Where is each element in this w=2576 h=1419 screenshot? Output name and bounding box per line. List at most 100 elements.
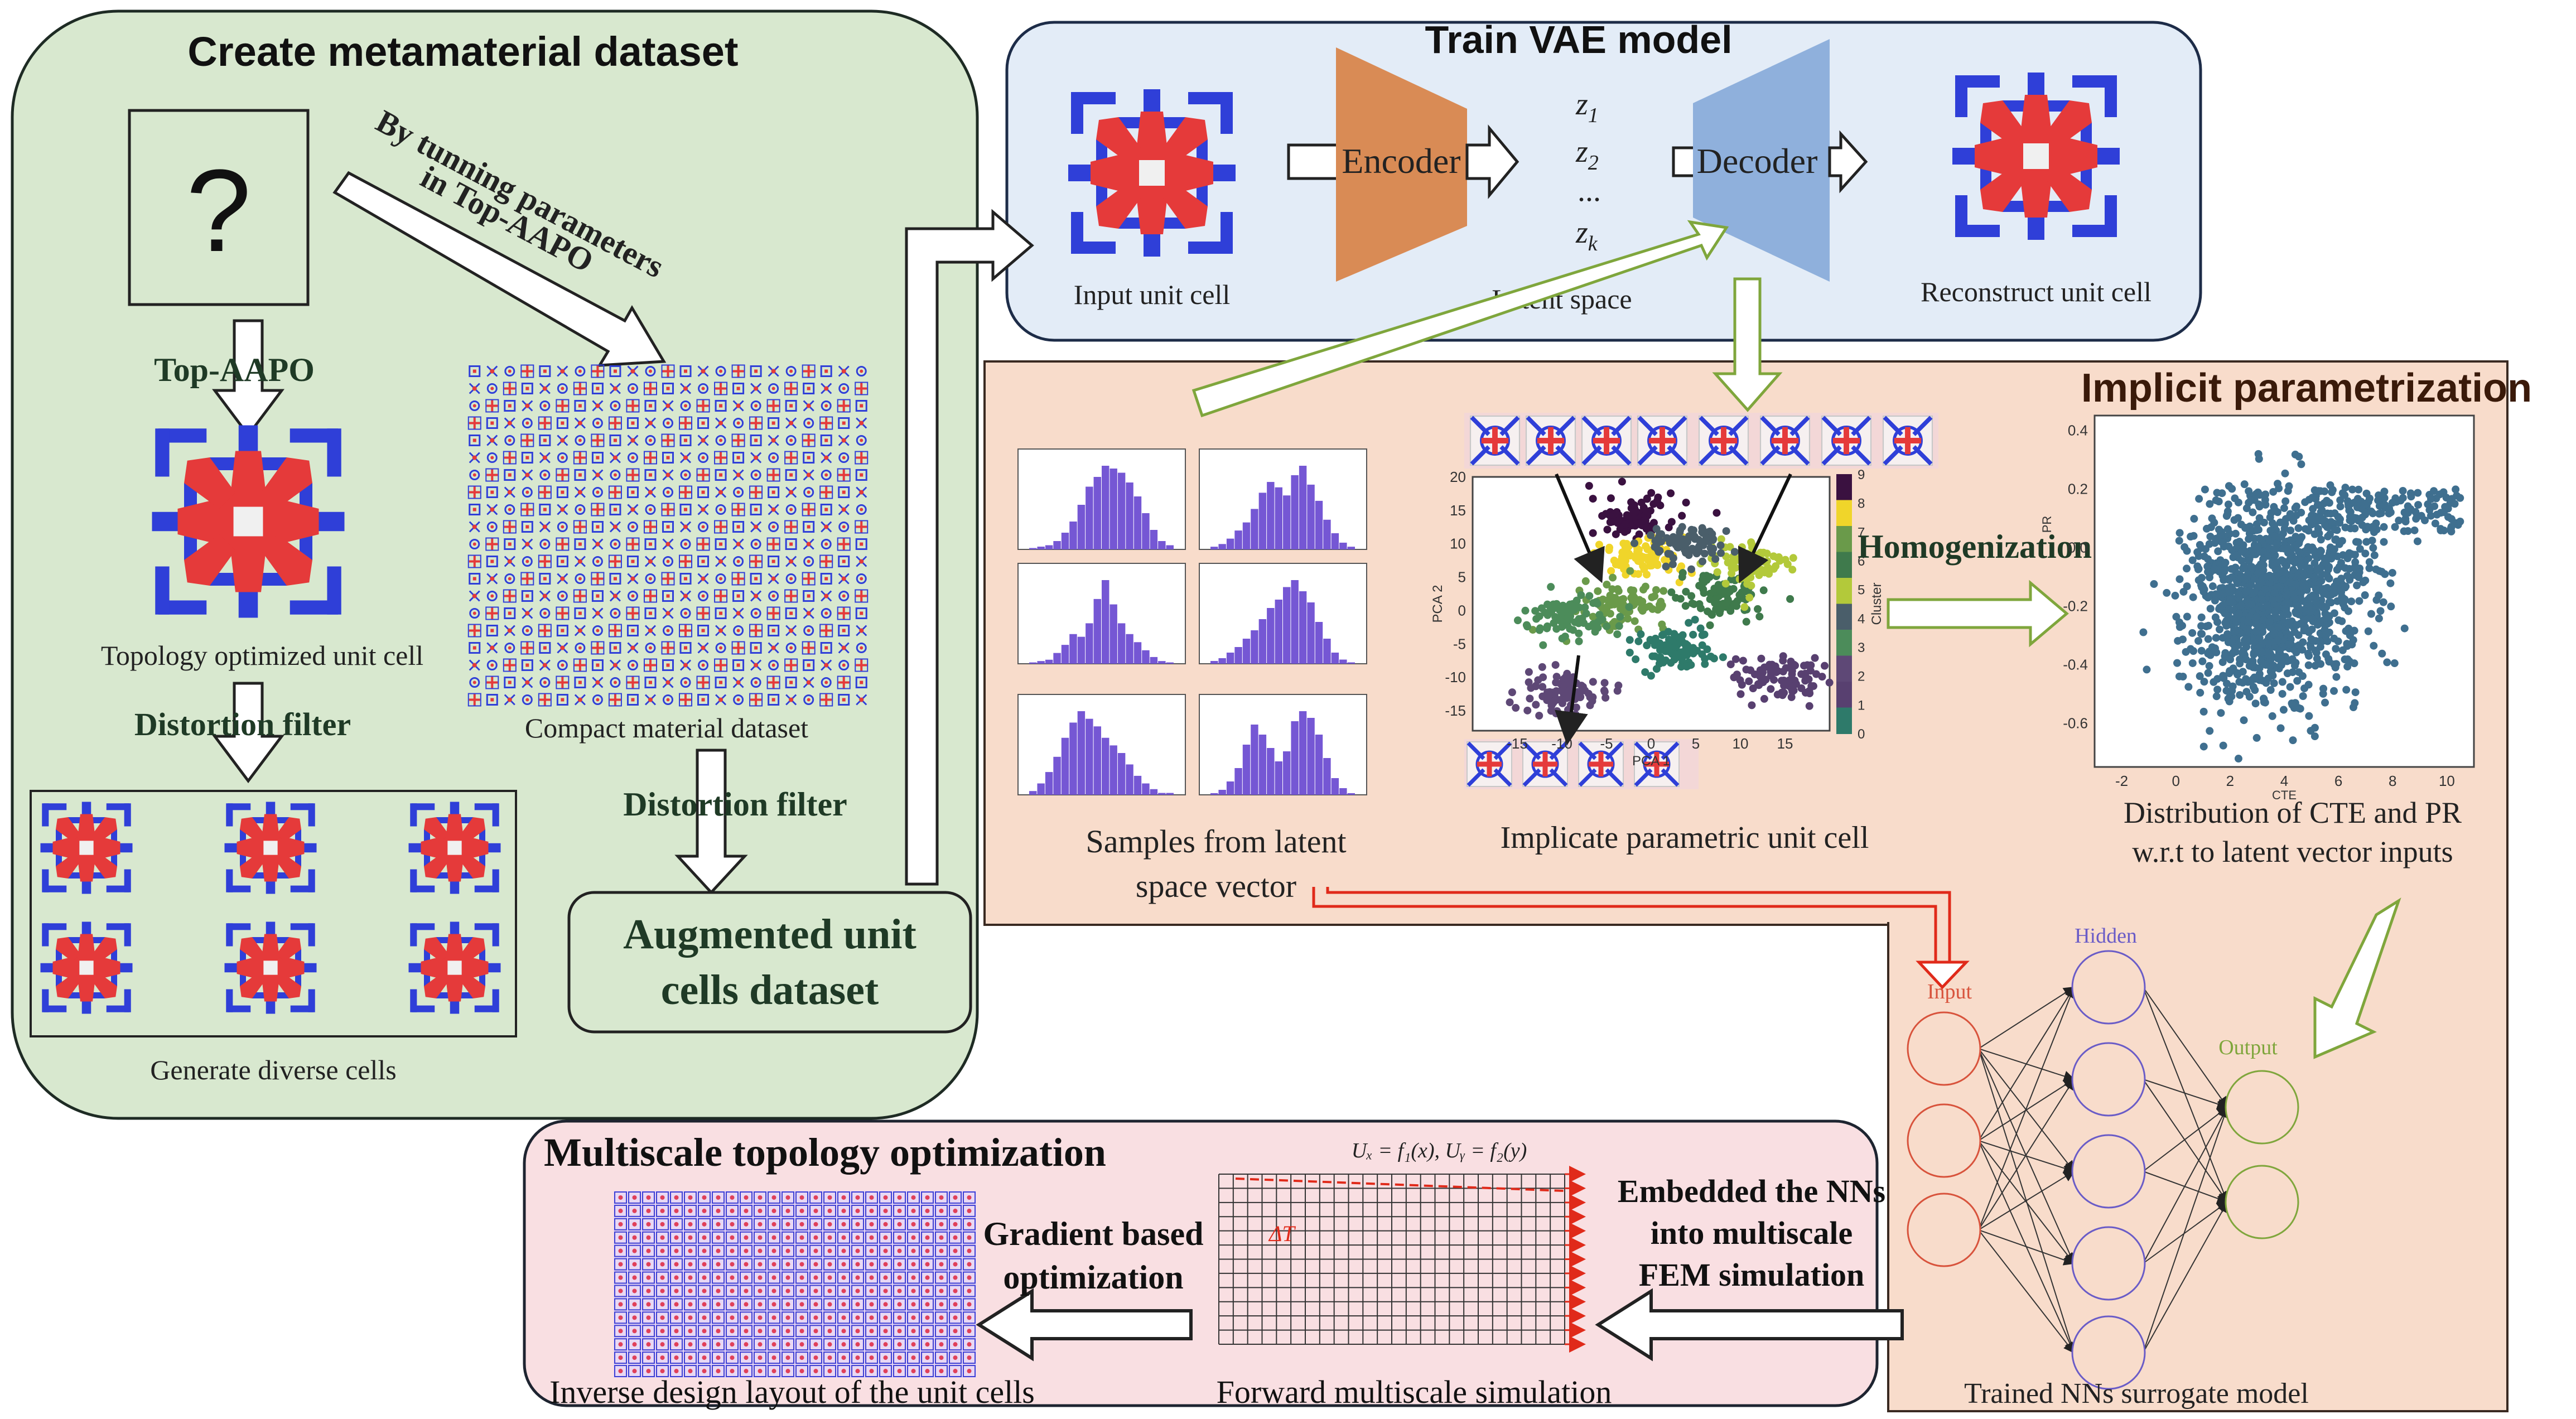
compact-cell: [627, 383, 638, 394]
scatter-point: [2301, 582, 2309, 590]
compact-cell-frame: [802, 433, 816, 447]
scatter-point: [2293, 677, 2302, 685]
scatter-point: [2274, 623, 2283, 631]
scatter-point: [2339, 551, 2347, 559]
compact-cell-core: [560, 507, 565, 512]
samples-to-nn-arrowhead: [1916, 961, 1970, 990]
inverse-cell-core: [730, 1315, 735, 1320]
inverse-cell: [642, 1258, 655, 1271]
compact-cell-core: [718, 559, 723, 564]
inverse-cell-core: [799, 1248, 804, 1253]
colorbar-tick: 6: [1858, 554, 1865, 569]
inverse-cell-core: [730, 1235, 735, 1240]
compact-cell: [610, 677, 621, 688]
scatter-point: [2213, 675, 2222, 683]
scatter-point: [2349, 636, 2357, 644]
compact-cell-core: [771, 698, 775, 702]
inverse-cell: [795, 1352, 808, 1364]
compact-cell: [609, 694, 621, 706]
compact-cell-core: [859, 697, 864, 702]
scatter-point: [2256, 622, 2264, 631]
scatter-ytick: 0.4: [2068, 422, 2088, 438]
inverse-cell-core: [967, 1315, 972, 1320]
pca-point: [1767, 668, 1775, 676]
histogram-bar: [1210, 547, 1218, 549]
inverse-cell-core: [953, 1369, 958, 1374]
gradient-arrow: [976, 1288, 1193, 1362]
compact-cell-core: [771, 594, 775, 598]
compact-cell: [750, 642, 762, 654]
gradient-label-1: Gradient based: [983, 1215, 1203, 1252]
inverse-cell: [949, 1218, 962, 1230]
compact-cell: [592, 504, 604, 515]
scatter-point: [2325, 628, 2333, 636]
inverse-cell-core: [702, 1208, 707, 1213]
nn-edge: [1978, 986, 2076, 1230]
scatter-point: [2300, 572, 2308, 580]
compact-cell-core: [543, 646, 547, 650]
compact-cell-core: [736, 403, 741, 408]
inverse-cell-core: [939, 1342, 944, 1347]
compact-cell-core: [596, 594, 600, 598]
scatter-point: [2303, 548, 2311, 557]
compact-cell: [698, 522, 709, 532]
compact-cell-frame: [784, 382, 798, 395]
compact-cell-core: [701, 438, 706, 443]
scatter-point: [2319, 515, 2327, 523]
scatter-point: [2351, 699, 2359, 707]
compact-cell: [644, 400, 657, 412]
compact-cell-core: [648, 404, 652, 408]
scatter-point: [2274, 654, 2282, 663]
colorbar-tick: 3: [1858, 640, 1865, 655]
compact-cell: [821, 694, 832, 706]
scatter-point: [2240, 716, 2248, 725]
nn-edge: [1978, 1170, 2075, 1230]
compact-cell: [645, 573, 656, 584]
inverse-cell: [879, 1218, 892, 1230]
pca-point: [1755, 571, 1763, 580]
compact-cell-core: [525, 663, 529, 667]
inverse-cell-core: [827, 1288, 832, 1293]
inverse-cell: [712, 1258, 725, 1271]
scatter-point: [2204, 568, 2212, 576]
pca-point: [1769, 552, 1778, 561]
compact-cell-frame: [802, 364, 816, 378]
compact-cell: [750, 486, 762, 498]
compact-cell-frame: [556, 537, 570, 551]
compact-cell: [521, 452, 533, 464]
histogram-bar: [1218, 544, 1226, 549]
compact-cell: [486, 694, 498, 706]
compact-cell-core: [718, 421, 723, 426]
compact-cell: [627, 677, 639, 688]
colorbar-segment: [1836, 578, 1852, 605]
inverse-cell: [879, 1311, 892, 1324]
scatter-point: [2342, 686, 2351, 694]
inverse-caption: Inverse design layout of the unit cells: [549, 1374, 1035, 1410]
inverse-cell-core: [869, 1355, 874, 1360]
inverse-cell: [837, 1231, 850, 1244]
histogram-bar: [1258, 619, 1267, 664]
inverse-cell-core: [618, 1235, 623, 1240]
pca-point: [1603, 622, 1611, 630]
compact-cell: [627, 538, 639, 550]
inverse-cell: [628, 1365, 641, 1378]
scatter-point: [2302, 525, 2310, 533]
inverse-cell: [809, 1325, 822, 1338]
inverse-cell: [614, 1204, 627, 1217]
scatter-point: [2234, 755, 2242, 763]
scatter-point: [2279, 611, 2288, 620]
scatter-point: [2368, 523, 2377, 531]
inverse-cell-core: [883, 1262, 888, 1267]
inverse-cell: [726, 1231, 739, 1244]
inverse-cell: [823, 1218, 836, 1230]
scatter-point: [2310, 559, 2319, 567]
compact-cell: [856, 383, 867, 394]
inverse-cell: [795, 1298, 808, 1311]
inverse-cell: [935, 1285, 948, 1297]
compact-cell: [504, 383, 515, 394]
inverse-cell: [670, 1298, 683, 1311]
pca-point: [1589, 495, 1597, 503]
compact-cell: [644, 590, 656, 602]
inverse-cell-core: [925, 1262, 930, 1267]
compact-cell: [697, 538, 709, 550]
